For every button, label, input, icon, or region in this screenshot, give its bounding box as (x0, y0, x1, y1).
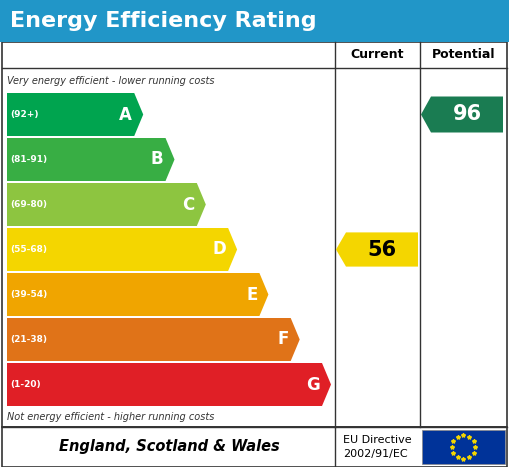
Text: (92+): (92+) (10, 110, 39, 119)
Text: Current: Current (351, 49, 404, 62)
Text: England, Scotland & Wales: England, Scotland & Wales (59, 439, 280, 454)
Bar (2, 427, 507, 467)
Text: (39-54): (39-54) (10, 290, 47, 299)
Text: EU Directive
2002/91/EC: EU Directive 2002/91/EC (343, 435, 412, 459)
Polygon shape (7, 273, 268, 316)
Polygon shape (7, 228, 237, 271)
Text: D: D (212, 241, 226, 259)
Text: Not energy efficient - higher running costs: Not energy efficient - higher running co… (7, 412, 214, 422)
Bar (0, 0, 509, 42)
Bar (2, 42, 507, 427)
Text: 56: 56 (367, 240, 397, 260)
Text: F: F (277, 331, 289, 348)
Text: Energy Efficiency Rating: Energy Efficiency Rating (10, 11, 317, 31)
Text: (21-38): (21-38) (10, 335, 47, 344)
Text: C: C (183, 196, 195, 213)
Text: G: G (306, 375, 320, 394)
Polygon shape (7, 363, 331, 406)
Text: A: A (119, 106, 132, 123)
Text: E: E (246, 285, 258, 304)
Polygon shape (7, 93, 143, 136)
Text: Very energy efficient - lower running costs: Very energy efficient - lower running co… (7, 76, 214, 86)
Text: (1-20): (1-20) (10, 380, 41, 389)
Text: Potential: Potential (432, 49, 495, 62)
Text: 96: 96 (453, 105, 482, 125)
Polygon shape (336, 233, 418, 267)
Polygon shape (7, 183, 206, 226)
Bar (422, 430, 505, 464)
Text: (55-68): (55-68) (10, 245, 47, 254)
Polygon shape (7, 318, 300, 361)
Polygon shape (421, 97, 503, 133)
Text: (81-91): (81-91) (10, 155, 47, 164)
Text: (69-80): (69-80) (10, 200, 47, 209)
Polygon shape (7, 138, 175, 181)
Text: B: B (151, 150, 163, 169)
